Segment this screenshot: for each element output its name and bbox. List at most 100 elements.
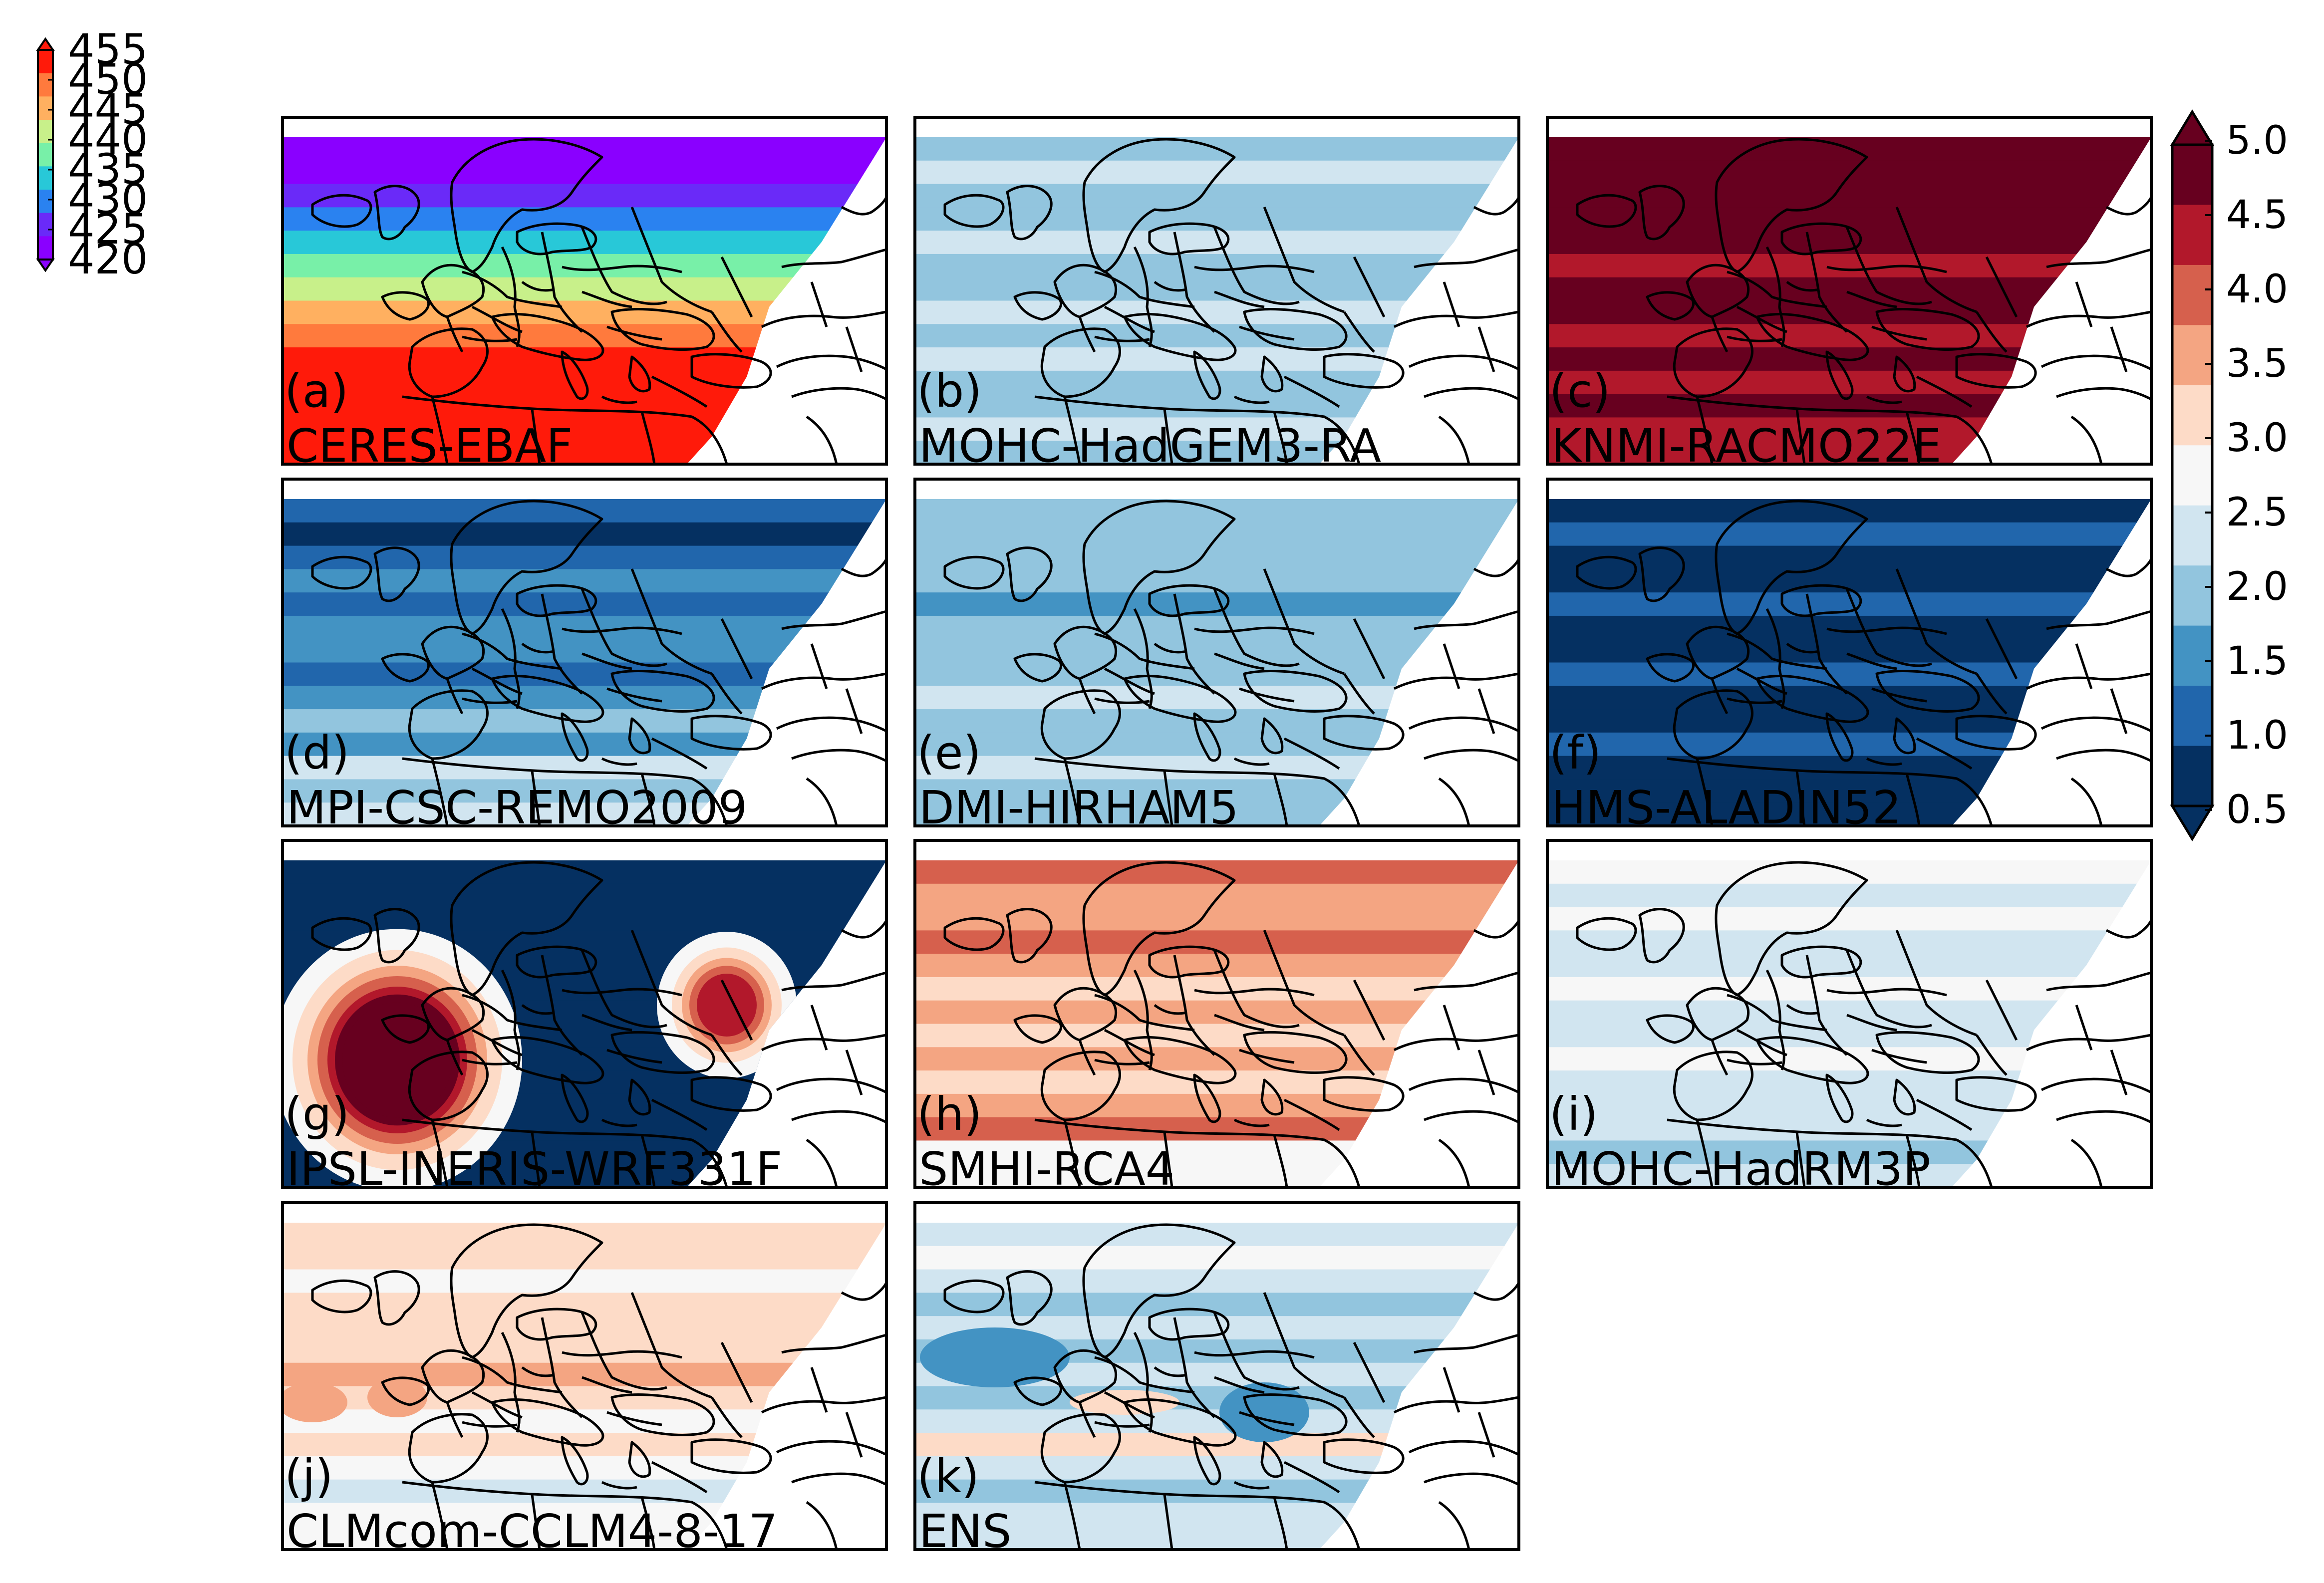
- coastline: [1727, 335, 1782, 342]
- coastline: [402, 1481, 728, 1550]
- coastline: [521, 642, 555, 654]
- coastline: [1243, 1031, 1348, 1074]
- coastline: [2075, 1005, 2093, 1051]
- coastline: [1006, 1270, 1053, 1326]
- coastline: [1711, 316, 1729, 353]
- coastline: [1133, 969, 1153, 1070]
- coastline: [581, 652, 632, 670]
- coastline: [1163, 409, 1173, 465]
- coastline: [1078, 1402, 1096, 1438]
- right-colorbar-tick-label: 3.5: [2226, 341, 2288, 386]
- coastline: [311, 917, 372, 951]
- coastline: [1353, 979, 1386, 1041]
- coastline: [1173, 955, 1215, 1056]
- coastline: [601, 1118, 637, 1127]
- coastline: [1263, 930, 1345, 1037]
- coastline: [1795, 771, 1806, 826]
- panel-model-name: HMS-ALADIN52: [1551, 781, 1901, 834]
- coastline: [1715, 861, 1868, 997]
- panel-frame: [913, 1201, 1520, 1551]
- coastline: [1786, 280, 1820, 292]
- coastline: [373, 1270, 420, 1326]
- coastline: [1443, 1005, 1460, 1051]
- map-panel-g: (g)IPSL-INERIS-WRF331F: [281, 839, 888, 1196]
- right-colorbar-segment: [2172, 205, 2212, 265]
- coastline-layer: [311, 500, 888, 826]
- coastline: [1576, 917, 1637, 951]
- coastline: [381, 1376, 430, 1406]
- coastline: [630, 207, 712, 313]
- field-band: [1547, 545, 2151, 570]
- panel-frame: [1546, 116, 2153, 466]
- coastline: [761, 310, 887, 328]
- Iberia-anomaly: [342, 1002, 452, 1118]
- coastline: [1148, 584, 1230, 617]
- coastline: [606, 687, 662, 703]
- coastline: [1194, 264, 1315, 273]
- coastline: [421, 264, 485, 318]
- coastline: [1736, 667, 1787, 695]
- coastline: [690, 1076, 772, 1112]
- coastline: [1408, 716, 1520, 733]
- coastline: [2040, 716, 2152, 733]
- coastline: [845, 1412, 863, 1458]
- coastline: [1985, 256, 2018, 318]
- coastline: [1975, 673, 2008, 715]
- coastline: [841, 558, 888, 577]
- coastline: [1638, 908, 1685, 964]
- coastline: [720, 1341, 753, 1403]
- panels: (a)CERES-EBAF(b)MOHC-HadGEM3-RA(c)KNMI-R…: [281, 116, 2153, 1558]
- panel-label: (k): [917, 1450, 979, 1503]
- coastline: [761, 1034, 887, 1052]
- coastline: [628, 717, 651, 755]
- coastline: [1805, 955, 1848, 1056]
- coastline: [1213, 1312, 1300, 1391]
- map-panel-c: (c)KNMI-RACMO22E: [1546, 116, 2153, 473]
- coastline: [1154, 642, 1187, 654]
- left-colorbar-tick-label: 425: [68, 205, 148, 254]
- coastline: [720, 618, 753, 680]
- coastline: [1765, 246, 1785, 347]
- coastline: [1736, 1029, 1787, 1056]
- coastline: [462, 335, 518, 342]
- coastline: [2110, 326, 2128, 372]
- coastline: [402, 757, 728, 826]
- coastline: [1727, 994, 1827, 1032]
- coastline: [806, 1138, 838, 1188]
- panel-model-name: IPSL-INERIS-WRF331F: [287, 1142, 782, 1196]
- field-band: [283, 522, 886, 546]
- coastline: [2026, 310, 2152, 328]
- coastline: [541, 593, 583, 695]
- right-colorbar-segment: [2172, 746, 2212, 806]
- coastline: [491, 1036, 604, 1084]
- coastline: [806, 415, 838, 465]
- coastline: [1846, 1014, 1897, 1032]
- coastline: [1845, 950, 1932, 1029]
- map-panel-b: (b)MOHC-HadGEM3-RA: [913, 116, 1520, 473]
- coastline: [381, 1014, 430, 1044]
- coastline: [1078, 678, 1096, 715]
- coastline: [1727, 1058, 1782, 1065]
- coastline: [1975, 311, 2008, 353]
- coastline: [1063, 1119, 1081, 1188]
- coastline: [1193, 350, 1221, 400]
- coastline: [1163, 771, 1173, 826]
- coastline: [1323, 715, 1405, 751]
- coastline: [1826, 626, 1947, 635]
- coastline: [1871, 687, 1927, 703]
- coastline: [402, 1118, 728, 1188]
- panel-label: (g): [285, 1087, 349, 1141]
- coastline: [781, 1333, 887, 1354]
- coastline: [1273, 1134, 1288, 1188]
- coastline: [1260, 717, 1284, 755]
- panel-frame: [281, 478, 888, 827]
- coastline: [1696, 396, 1714, 465]
- coastline: [1846, 652, 1897, 670]
- cclm-anomaly: [367, 1377, 427, 1417]
- panel-model-name: MPI-CSC-REMO2009: [287, 781, 747, 834]
- coastline: [1576, 194, 1637, 228]
- coastline: [781, 971, 887, 992]
- coastline: [1424, 1472, 1520, 1486]
- coastline: [462, 1356, 563, 1394]
- coastline: [943, 555, 1005, 590]
